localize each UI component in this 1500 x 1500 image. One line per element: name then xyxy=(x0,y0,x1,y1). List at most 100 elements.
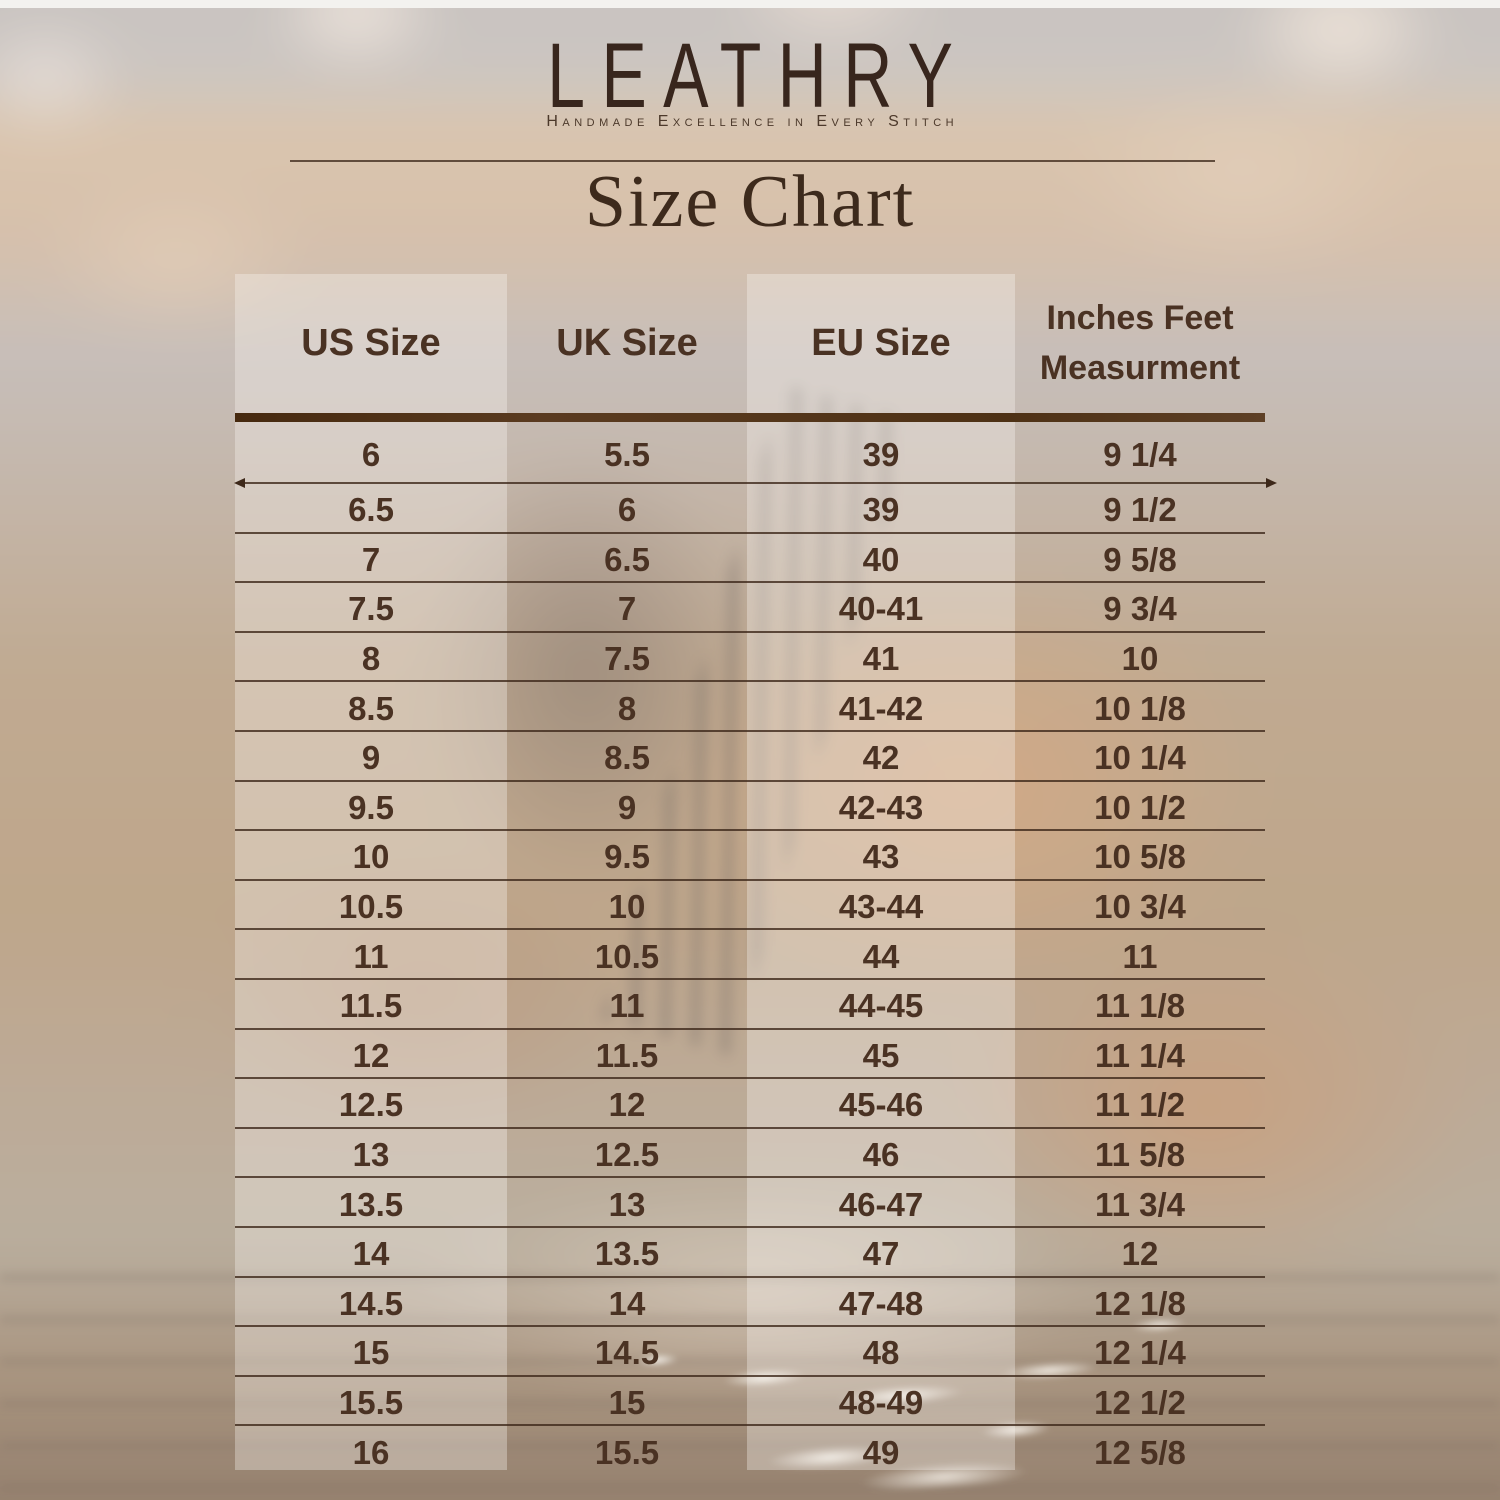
cell-inches-feet: 10 xyxy=(1121,640,1159,678)
cell-us-size: 7 xyxy=(361,540,381,578)
cell-eu-size: 46 xyxy=(862,1136,900,1174)
cell-inches-feet: 9 1/4 xyxy=(1103,435,1177,473)
cell-uk-size: 11.5 xyxy=(595,1036,659,1074)
cell-us-size: 10 xyxy=(352,838,390,876)
header-underline-rule xyxy=(235,413,1265,422)
cell-inches-feet: 10 1/8 xyxy=(1094,689,1186,727)
table-row: 13 12.5 46 11 5/8 xyxy=(235,1129,1265,1179)
cell-eu-size: 48-49 xyxy=(838,1383,924,1421)
cell-uk-size: 13 xyxy=(608,1185,646,1223)
cell-uk-size: 7.5 xyxy=(604,640,650,678)
cell-inches-feet: 12 1/4 xyxy=(1094,1334,1186,1372)
cell-eu-size: 39 xyxy=(862,435,900,473)
table-row: 6 5.5 39 9 1/4 xyxy=(234,422,1277,489)
cell-us-size: 10.5 xyxy=(338,888,404,926)
cell-us-size: 13.5 xyxy=(338,1185,404,1223)
cell-uk-size: 9 xyxy=(617,788,637,826)
cell-inches-feet: 11 xyxy=(1122,937,1158,975)
column-highlight-eu-size xyxy=(747,274,1015,1470)
cell-uk-size: 11 xyxy=(609,987,645,1025)
column-header-us-size: US Size xyxy=(301,321,441,364)
cell-inches-feet: 10 1/4 xyxy=(1094,739,1186,777)
column-header-inches-feet: Inches Feet Measurment xyxy=(1039,299,1241,387)
cell-inches-feet: 9 3/4 xyxy=(1103,590,1177,628)
column-header-eu-size: EU Size xyxy=(811,321,951,364)
cell-eu-size: 39 xyxy=(862,491,900,529)
cell-us-size: 16 xyxy=(352,1433,390,1471)
cell-eu-size: 40-41 xyxy=(838,590,924,628)
cell-inches-feet: 9 1/2 xyxy=(1103,491,1177,529)
cell-us-size: 11 xyxy=(353,937,389,975)
cell-us-size: 13 xyxy=(352,1136,390,1174)
table-row: 7 6.5 40 9 5/8 xyxy=(235,534,1265,584)
brand-tagline: Handmade Excellence in Every Stitch xyxy=(546,113,959,130)
cell-uk-size: 8.5 xyxy=(604,739,650,777)
cell-eu-size: 48 xyxy=(862,1334,900,1372)
cell-us-size: 15.5 xyxy=(338,1383,404,1421)
cell-us-size: 14.5 xyxy=(338,1284,404,1322)
cell-uk-size: 10.5 xyxy=(594,937,660,975)
cell-inches-feet: 10 1/2 xyxy=(1094,788,1186,826)
cell-eu-size: 44-45 xyxy=(838,987,924,1025)
cell-inches-feet: 11 1/2 xyxy=(1095,1086,1185,1124)
cell-uk-size: 15 xyxy=(608,1383,646,1421)
cell-eu-size: 47-48 xyxy=(838,1284,924,1322)
cell-us-size: 9 xyxy=(361,739,381,777)
column-header-uk-size: UK Size xyxy=(556,321,698,364)
table-row: 7.5 7 40-41 9 3/4 xyxy=(235,583,1265,633)
table-row: 16 15.5 49 12 5/8 xyxy=(235,1426,1265,1476)
brand-logo: LEATHRY xyxy=(547,25,970,127)
cell-uk-size: 8 xyxy=(617,689,637,727)
table-row: 10.5 10 43-44 10 3/4 xyxy=(235,881,1265,931)
cell-us-size: 12.5 xyxy=(338,1086,404,1124)
cell-eu-size: 46-47 xyxy=(838,1185,924,1223)
table-row: 14.5 14 47-48 12 1/8 xyxy=(235,1278,1265,1328)
table-row: 8 7.5 41 10 xyxy=(235,633,1265,683)
table-row: 8.5 8 41-42 10 1/8 xyxy=(235,682,1265,732)
size-table-header-row: US Size UK Size EU Size Inches Feet Meas… xyxy=(235,274,1265,413)
table-row: 9 8.5 42 10 1/4 xyxy=(235,732,1265,782)
cell-uk-size: 14 xyxy=(608,1284,646,1322)
cell-inches-feet: 9 5/8 xyxy=(1103,540,1177,578)
size-table-body: 6 5.5 39 9 1/4 6.5 6 39 9 1/2 7 6.5 40 9… xyxy=(234,422,1277,1476)
cell-eu-size: 42-43 xyxy=(838,788,924,826)
cell-us-size: 9.5 xyxy=(348,788,394,826)
cell-us-size: 8.5 xyxy=(348,689,394,727)
cell-us-size: 12 xyxy=(352,1036,390,1074)
table-row: 15 14.5 48 12 1/4 xyxy=(235,1327,1265,1377)
cell-uk-size: 6.5 xyxy=(604,540,650,578)
top-edge-strip xyxy=(0,0,1500,8)
table-row: 15.5 15 48-49 12 1/2 xyxy=(235,1377,1265,1427)
cell-inches-feet: 12 xyxy=(1121,1235,1159,1273)
cell-inches-feet: 11 5/8 xyxy=(1095,1136,1185,1174)
table-row: 11 10.5 44 11 xyxy=(235,930,1265,980)
cell-uk-size: 13.5 xyxy=(594,1235,660,1273)
cell-eu-size: 42 xyxy=(862,739,900,777)
cell-us-size: 8 xyxy=(361,640,381,678)
header-divider-line xyxy=(290,160,1215,162)
row-divider-left-arrowhead xyxy=(234,478,245,489)
cell-uk-size: 10 xyxy=(608,888,646,926)
cell-inches-feet: 10 5/8 xyxy=(1094,838,1186,876)
cell-eu-size: 43-44 xyxy=(838,888,924,926)
cell-eu-size: 49 xyxy=(862,1433,900,1471)
cell-inches-feet: 11 3/4 xyxy=(1095,1185,1185,1223)
size-table: US Size UK Size EU Size Inches Feet Meas… xyxy=(234,274,1277,1476)
table-row: 12 11.5 45 11 1/4 xyxy=(235,1030,1265,1080)
cell-uk-size: 15.5 xyxy=(594,1433,660,1471)
cell-inches-feet: 12 1/2 xyxy=(1094,1383,1186,1421)
table-row: 14 13.5 47 12 xyxy=(235,1228,1265,1278)
cell-us-size: 15 xyxy=(352,1334,390,1372)
cell-inches-feet: 11 1/8 xyxy=(1095,987,1185,1025)
cell-eu-size: 41-42 xyxy=(838,689,924,727)
page-title: Size Chart xyxy=(584,161,916,243)
cell-inches-feet: 10 3/4 xyxy=(1094,888,1186,926)
cell-uk-size: 14.5 xyxy=(594,1334,660,1372)
table-row: 10 9.5 43 10 5/8 xyxy=(235,831,1265,881)
cell-uk-size: 9.5 xyxy=(604,838,650,876)
cell-eu-size: 47 xyxy=(862,1235,900,1273)
cell-us-size: 7.5 xyxy=(348,590,394,628)
cell-uk-size: 6 xyxy=(617,491,637,529)
cell-us-size: 6.5 xyxy=(348,491,394,529)
